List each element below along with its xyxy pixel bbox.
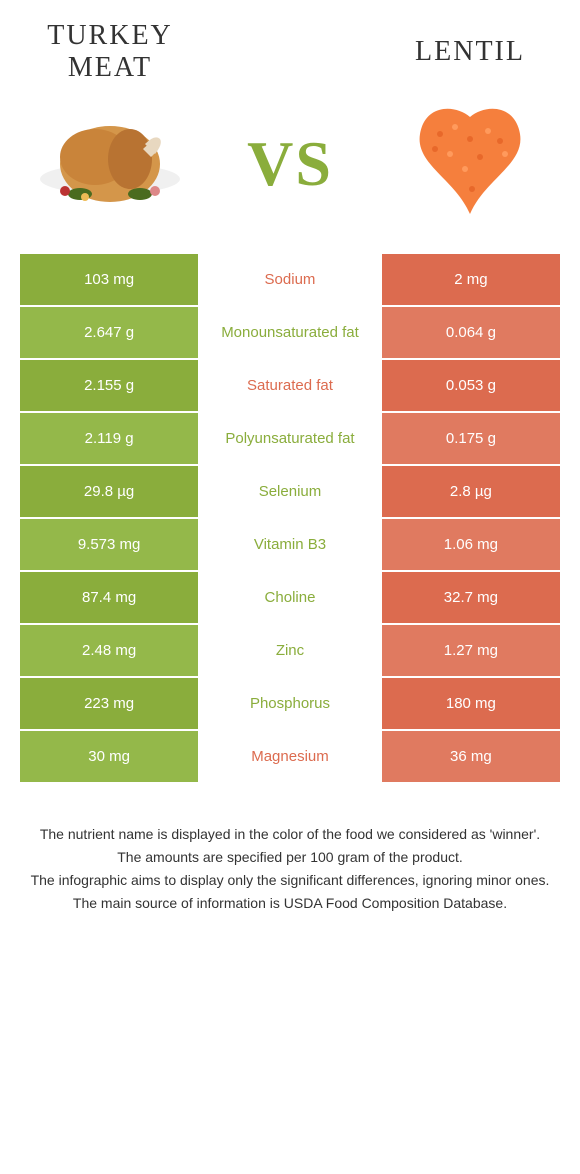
left-value: 103 mg — [20, 254, 198, 307]
vs-label: VS — [247, 127, 333, 201]
right-value: 180 mg — [382, 678, 560, 731]
turkey-image — [30, 104, 190, 224]
footnotes: The nutrient name is displayed in the co… — [20, 824, 560, 914]
right-value: 2.8 µg — [382, 466, 560, 519]
nutrient-label: Choline — [198, 572, 382, 625]
nutrient-label: Sodium — [198, 254, 382, 307]
infographic-container: Turkey meat Lentil VS — [0, 0, 580, 936]
nutrient-label: Polyunsaturated fat — [198, 413, 382, 466]
left-value: 2.48 mg — [20, 625, 198, 678]
left-value: 87.4 mg — [20, 572, 198, 625]
left-value: 2.119 g — [20, 413, 198, 466]
right-value: 32.7 mg — [382, 572, 560, 625]
left-value: 2.155 g — [20, 360, 198, 413]
lentil-image — [390, 104, 550, 224]
right-value: 0.053 g — [382, 360, 560, 413]
left-value: 9.573 mg — [20, 519, 198, 572]
nutrient-label: Magnesium — [198, 731, 382, 784]
table-row: 2.155 gSaturated fat0.053 g — [20, 360, 560, 413]
table-row: 87.4 mgCholine32.7 mg — [20, 572, 560, 625]
footnote-line: The infographic aims to display only the… — [30, 870, 550, 891]
nutrient-label: Selenium — [198, 466, 382, 519]
nutrient-label: Vitamin B3 — [198, 519, 382, 572]
right-value: 1.27 mg — [382, 625, 560, 678]
nutrient-label: Zinc — [198, 625, 382, 678]
table-row: 9.573 mgVitamin B31.06 mg — [20, 519, 560, 572]
table-row: 2.119 gPolyunsaturated fat0.175 g — [20, 413, 560, 466]
nutrient-label: Monounsaturated fat — [198, 307, 382, 360]
table-row: 2.647 gMonounsaturated fat0.064 g — [20, 307, 560, 360]
footnote-line: The main source of information is USDA F… — [30, 893, 550, 914]
header: Turkey meat Lentil — [20, 20, 560, 84]
table-row: 29.8 µgSelenium2.8 µg — [20, 466, 560, 519]
footnote-line: The nutrient name is displayed in the co… — [30, 824, 550, 845]
table-row: 30 mgMagnesium36 mg — [20, 731, 560, 784]
left-food-title: Turkey meat — [20, 20, 200, 84]
table-row: 103 mgSodium2 mg — [20, 254, 560, 307]
right-food-title: Lentil — [380, 36, 560, 68]
left-value: 2.647 g — [20, 307, 198, 360]
right-value: 0.175 g — [382, 413, 560, 466]
left-value: 30 mg — [20, 731, 198, 784]
footnote-line: The amounts are specified per 100 gram o… — [30, 847, 550, 868]
nutrient-label: Phosphorus — [198, 678, 382, 731]
table-row: 223 mgPhosphorus180 mg — [20, 678, 560, 731]
right-value: 36 mg — [382, 731, 560, 784]
right-value: 0.064 g — [382, 307, 560, 360]
nutrient-table-body: 103 mgSodium2 mg2.647 gMonounsaturated f… — [20, 254, 560, 784]
right-value: 2 mg — [382, 254, 560, 307]
vs-section: VS — [20, 104, 560, 224]
right-value: 1.06 mg — [382, 519, 560, 572]
table-row: 2.48 mgZinc1.27 mg — [20, 625, 560, 678]
nutrient-label: Saturated fat — [198, 360, 382, 413]
left-value: 223 mg — [20, 678, 198, 731]
nutrient-table: 103 mgSodium2 mg2.647 gMonounsaturated f… — [20, 254, 560, 784]
left-value: 29.8 µg — [20, 466, 198, 519]
